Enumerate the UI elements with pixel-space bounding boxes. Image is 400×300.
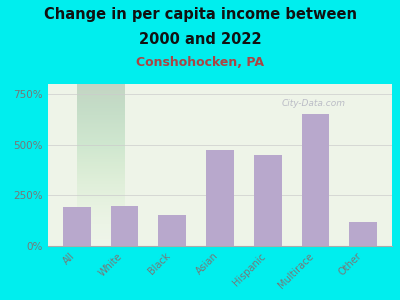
Text: Conshohocken, PA: Conshohocken, PA — [136, 56, 264, 68]
Text: City-Data.com: City-Data.com — [282, 99, 346, 108]
Bar — [206, 150, 234, 246]
Bar — [63, 206, 90, 246]
Bar — [254, 155, 282, 246]
Text: 2000 and 2022: 2000 and 2022 — [139, 32, 261, 46]
Text: Change in per capita income between: Change in per capita income between — [44, 8, 356, 22]
Bar — [110, 206, 138, 246]
Bar — [302, 114, 330, 246]
Bar — [158, 214, 186, 246]
Bar — [350, 222, 377, 246]
